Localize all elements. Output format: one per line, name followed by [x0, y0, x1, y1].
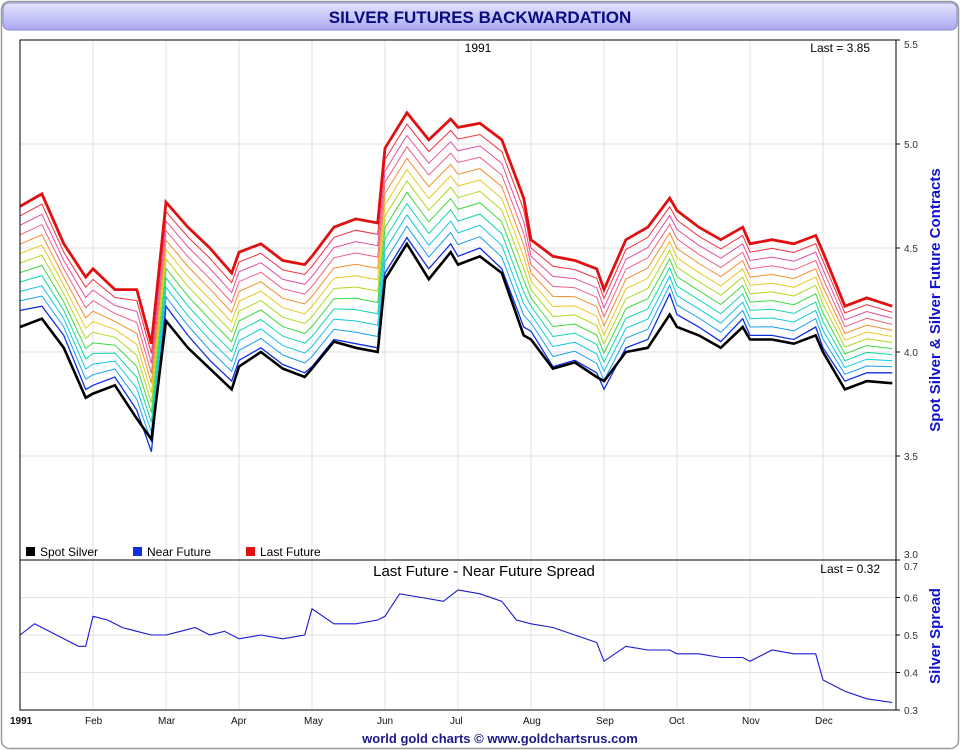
lower-y-tick-label: 0.3: [904, 706, 918, 717]
x-axis-month-label: 1991: [10, 716, 33, 727]
x-axis-months: 1991 Feb Mar Apr May Jun Jul Aug Sep Oct Nov Dec: [10, 716, 833, 727]
x-axis-month-label: Oct: [669, 716, 685, 727]
legend-swatch-near: [133, 547, 142, 556]
upper-y-tick-label: 4.0: [904, 348, 918, 359]
x-axis-month-label: Aug: [523, 716, 541, 727]
futures-band-line: [19, 145, 893, 374]
chart-title: SILVER FUTURES BACKWARDATION: [329, 8, 632, 27]
legend-swatch-last: [246, 547, 255, 556]
upper-year-label: 1991: [465, 41, 492, 55]
lower-y-tick-label: 0.5: [904, 631, 918, 642]
lower-y-axis: 0.3 0.4 0.5 0.6 0.7: [896, 559, 918, 717]
upper-y-tick-label: 3.5: [904, 452, 918, 463]
legend-label-near: Near Future: [147, 545, 211, 559]
last-future-line: [19, 110, 893, 345]
footer-credit: world gold charts © www.goldchartsrus.co…: [361, 731, 638, 746]
x-axis-month-label: Nov: [742, 716, 760, 727]
x-axis-month-label: May: [304, 716, 323, 727]
lower-y-axis-label: Silver Spread: [927, 588, 944, 684]
futures-band-line: [19, 225, 893, 443]
legend: Spot Silver Near Future Last Future: [26, 545, 321, 559]
upper-panel-grid: [20, 39, 896, 561]
spread-line: [19, 589, 893, 704]
x-axis-month-label: Sep: [596, 716, 614, 727]
x-axis-month-label: Mar: [158, 716, 176, 727]
lower-y-tick-label: 0.6: [904, 594, 918, 605]
upper-last-value: Last = 3.85: [810, 41, 870, 55]
x-axis-month-label: Feb: [85, 716, 103, 727]
futures-band-line: [19, 134, 893, 364]
legend-label-spot: Spot Silver: [40, 545, 98, 559]
upper-y-tick-label: 5.5: [904, 40, 918, 51]
lower-y-tick-label: 0.4: [904, 669, 918, 680]
futures-band-line: [19, 191, 893, 413]
futures-band-line: [19, 213, 893, 433]
lower-y-tick-label: 0.7: [904, 562, 918, 573]
legend-label-last: Last Future: [260, 545, 321, 559]
upper-y-axis-label: Spot Silver & Silver Future Contracts: [927, 168, 944, 431]
legend-swatch-spot: [26, 547, 35, 556]
title-bar: [2, 2, 958, 31]
spread-title: Last Future - Near Future Spread: [373, 563, 595, 580]
upper-y-tick-label: 4.5: [904, 244, 918, 255]
futures-band-line: [19, 168, 893, 393]
upper-y-tick-label: 3.0: [904, 550, 918, 561]
lower-last-value: Last = 0.32: [820, 562, 880, 576]
upper-y-tick-label: 5.0: [904, 140, 918, 151]
x-axis-month-label: Jun: [377, 716, 393, 727]
futures-band-lines: [19, 123, 893, 443]
upper-y-axis: 3.0 3.5 4.0 4.5 5.0 5.5: [896, 39, 918, 561]
futures-band-line: [19, 180, 893, 403]
x-axis-month-label: Apr: [231, 716, 247, 727]
spot-silver-line: [19, 241, 893, 443]
futures-band-line: [19, 157, 893, 384]
futures-band-line: [19, 202, 893, 423]
x-axis-month-label: Jul: [450, 716, 463, 727]
x-axis-month-label: Dec: [815, 716, 833, 727]
